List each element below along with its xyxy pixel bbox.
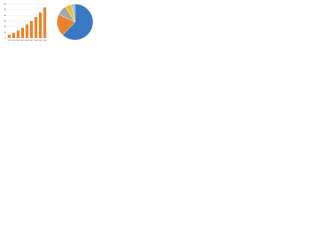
x-tick-label: 2017 [30, 40, 34, 42]
bar [7, 34, 11, 38]
y-tick-label: 40 [4, 15, 7, 17]
x-tick-label: 2013 [12, 40, 16, 42]
y-tick-label: 60 [4, 4, 7, 6]
y-tick-label: 20 [4, 26, 7, 28]
bar [30, 21, 33, 38]
x-tick-label: 2020 [43, 40, 47, 42]
x-tick-label: 2016 [25, 40, 29, 42]
y-tick-label: 0 [5, 38, 7, 40]
bar [16, 30, 20, 38]
pie-slice [71, 3, 76, 23]
x-tick-label: 2015 [21, 40, 25, 42]
bar [43, 7, 47, 39]
bar [25, 24, 29, 38]
y-tick-label: 10 [4, 32, 7, 34]
pie-slice [62, 3, 94, 41]
bar [38, 12, 42, 38]
x-tick-label: 2019 [39, 40, 43, 42]
x-tick-label: 2018 [34, 40, 38, 42]
bar [12, 32, 16, 38]
x-tick-label: 2014 [16, 40, 20, 42]
bar [21, 27, 24, 38]
y-tick-label: 30 [4, 21, 7, 23]
x-tick-label: 2012 [7, 40, 11, 42]
page: {"chart_data": [ {"type": "bar", "catego… [0, 0, 100, 45]
y-tick-label: 50 [4, 9, 7, 11]
bar [34, 17, 38, 38]
